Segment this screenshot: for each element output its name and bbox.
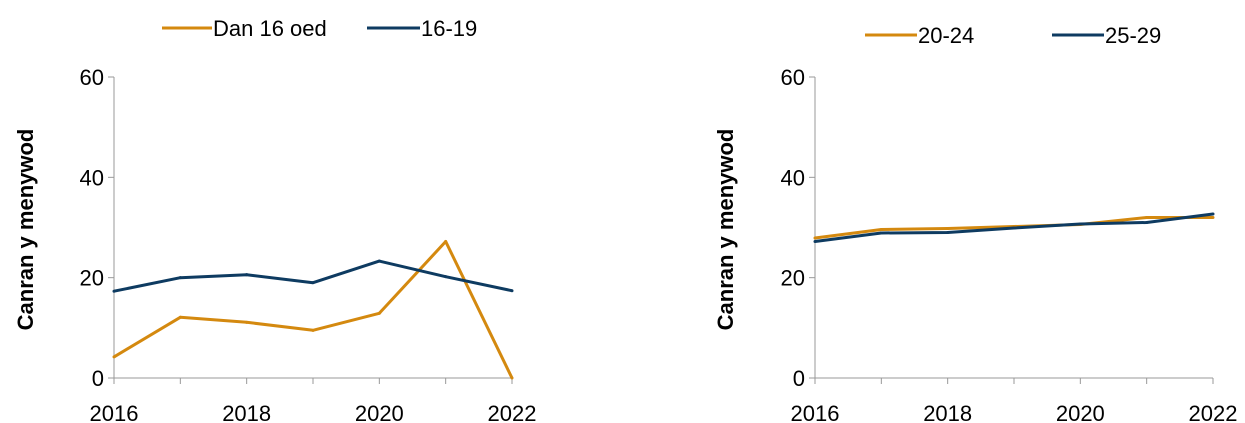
data-point [444,240,448,244]
data-point [879,231,883,235]
legend-label: Dan 16 oed [213,16,327,41]
y-tick-label: 0 [92,366,104,391]
legend-label: 16-19 [421,16,477,41]
x-tick-label: 2016 [90,401,139,423]
data-point [510,376,514,380]
y-tick-label: 0 [793,366,805,391]
data-point [1145,220,1149,224]
y-tick-label: 20 [781,266,805,291]
data-point [178,276,182,280]
data-point [112,289,116,293]
x-tick-label: 2020 [1056,401,1105,423]
chart-left: 0 20 40 60 2016 2018 2020 2022 Canran y menywod D… [13,16,536,423]
data-point [1211,212,1215,216]
data-point [879,228,883,232]
data-point [377,311,381,315]
x-tick-label: 2022 [488,401,537,423]
data-point [1211,215,1215,219]
y-tick-label: 40 [781,165,805,190]
data-point [112,355,116,359]
x-tick-label: 2016 [791,401,840,423]
x-tick-label: 2018 [923,401,972,423]
data-point [245,320,249,324]
series-line-16-19 [113,259,513,293]
data-point [1145,215,1149,219]
data-point [444,275,448,279]
data-point [510,289,514,293]
y-tick-label: 40 [80,165,104,190]
x-tick-label: 2020 [355,401,404,423]
data-point [311,281,315,285]
y-tick-label: 20 [80,266,104,291]
data-point [946,227,950,231]
data-point [813,240,817,244]
x-tick-label: 2018 [222,401,271,423]
legend-label: 25-29 [1105,23,1161,48]
data-point [1012,226,1016,230]
data-point [1078,222,1082,226]
y-axis-title: Canran y menywod [13,129,38,331]
data-point [178,315,182,319]
y-tick-label: 60 [781,65,805,90]
data-point [311,328,315,332]
series-line-dan-16-oed [113,240,514,379]
y-axis-title: Canran y menywod [713,129,738,331]
data-point [813,236,817,240]
data-point [245,273,249,277]
x-tick-label: 2022 [1189,401,1238,423]
data-point [377,259,381,263]
data-point [946,231,950,235]
y-tick-label: 60 [80,65,104,90]
legend-label: 20-24 [918,23,974,48]
chart-right: 0 20 40 60 2016 2018 2020 2022 Canran y menywod 2… [713,23,1237,423]
